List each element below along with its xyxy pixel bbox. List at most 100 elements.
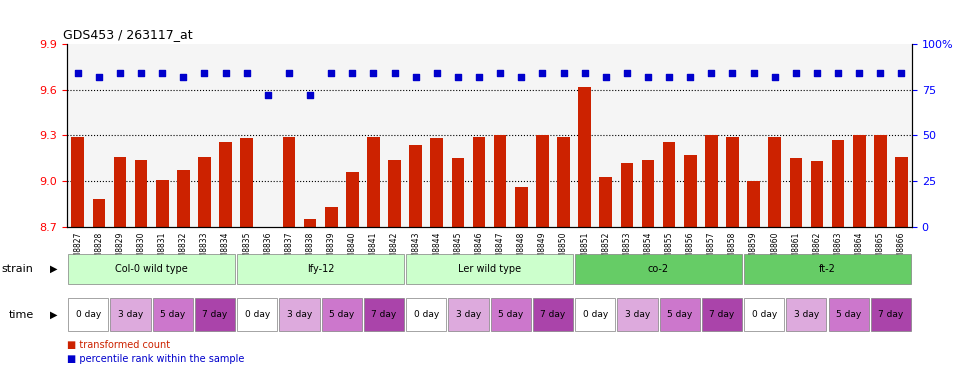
Bar xyxy=(430,138,444,227)
Bar xyxy=(92,199,106,227)
Point xyxy=(176,74,191,80)
Bar xyxy=(219,142,232,227)
Bar xyxy=(515,187,528,227)
Bar xyxy=(156,180,169,227)
Point xyxy=(133,70,149,76)
FancyBboxPatch shape xyxy=(871,298,911,331)
Bar xyxy=(451,158,465,227)
Text: co-2: co-2 xyxy=(648,264,669,274)
Text: ▶: ▶ xyxy=(50,264,58,274)
Text: 5 day: 5 day xyxy=(498,310,523,319)
FancyBboxPatch shape xyxy=(744,298,784,331)
Bar xyxy=(282,137,296,227)
FancyBboxPatch shape xyxy=(575,254,742,284)
Text: 7 day: 7 day xyxy=(878,310,903,319)
Bar xyxy=(472,137,486,227)
Bar xyxy=(810,161,824,227)
Bar xyxy=(367,137,380,227)
FancyBboxPatch shape xyxy=(702,298,742,331)
Bar xyxy=(177,171,190,227)
Bar xyxy=(536,135,549,227)
Point xyxy=(281,70,297,76)
Bar xyxy=(662,142,676,227)
Bar xyxy=(578,87,591,227)
Bar xyxy=(71,137,84,227)
Point xyxy=(725,70,740,76)
FancyBboxPatch shape xyxy=(110,298,151,331)
Text: 0 day: 0 day xyxy=(583,310,608,319)
Bar xyxy=(324,207,338,227)
Text: time: time xyxy=(9,310,34,320)
Bar xyxy=(768,137,781,227)
Point xyxy=(429,70,444,76)
Point xyxy=(704,70,719,76)
Text: Col-0 wild type: Col-0 wild type xyxy=(115,264,188,274)
Point xyxy=(471,74,487,80)
Point xyxy=(788,70,804,76)
Bar xyxy=(557,137,570,227)
Bar xyxy=(346,172,359,227)
Point xyxy=(450,74,466,80)
Text: 0 day: 0 day xyxy=(414,310,439,319)
FancyBboxPatch shape xyxy=(533,298,573,331)
Text: 3 day: 3 day xyxy=(287,310,312,319)
Text: Ler wild type: Ler wild type xyxy=(458,264,521,274)
Point xyxy=(619,70,635,76)
Bar xyxy=(599,177,612,227)
FancyBboxPatch shape xyxy=(448,298,489,331)
Text: 7 day: 7 day xyxy=(540,310,565,319)
Text: 5 day: 5 day xyxy=(160,310,185,319)
Bar xyxy=(852,135,866,227)
Bar xyxy=(134,160,148,227)
Bar xyxy=(895,157,908,227)
FancyBboxPatch shape xyxy=(406,254,573,284)
Point xyxy=(598,74,613,80)
Bar xyxy=(240,138,253,227)
Text: 3 day: 3 day xyxy=(118,310,143,319)
Bar xyxy=(789,158,803,227)
Point xyxy=(746,70,761,76)
Text: 0 day: 0 day xyxy=(245,310,270,319)
Point xyxy=(387,70,402,76)
Point xyxy=(852,70,867,76)
Bar xyxy=(198,157,211,227)
Point xyxy=(556,70,571,76)
Text: 3 day: 3 day xyxy=(794,310,819,319)
Point xyxy=(218,70,233,76)
Bar xyxy=(303,219,317,227)
Bar xyxy=(684,155,697,227)
Point xyxy=(302,92,318,98)
Text: 5 day: 5 day xyxy=(667,310,692,319)
FancyBboxPatch shape xyxy=(828,298,869,331)
Bar xyxy=(831,140,845,227)
Point xyxy=(535,70,550,76)
FancyBboxPatch shape xyxy=(237,298,277,331)
Text: 3 day: 3 day xyxy=(625,310,650,319)
FancyBboxPatch shape xyxy=(195,298,235,331)
Text: lfy-12: lfy-12 xyxy=(307,264,334,274)
Point xyxy=(70,70,85,76)
Point xyxy=(830,70,846,76)
FancyBboxPatch shape xyxy=(153,298,193,331)
FancyBboxPatch shape xyxy=(786,298,827,331)
Text: 7 day: 7 day xyxy=(203,310,228,319)
Text: ■ transformed count: ■ transformed count xyxy=(67,340,170,350)
FancyBboxPatch shape xyxy=(279,298,320,331)
Text: ▶: ▶ xyxy=(50,310,58,320)
Bar xyxy=(874,135,887,227)
Bar xyxy=(261,227,275,230)
FancyBboxPatch shape xyxy=(617,298,658,331)
Point xyxy=(408,74,423,80)
Text: 0 day: 0 day xyxy=(76,310,101,319)
Point xyxy=(894,70,909,76)
Point xyxy=(809,70,825,76)
FancyBboxPatch shape xyxy=(744,254,911,284)
Point xyxy=(239,70,254,76)
Text: 0 day: 0 day xyxy=(752,310,777,319)
Bar xyxy=(409,145,422,227)
Point xyxy=(492,70,508,76)
Bar xyxy=(388,160,401,227)
Text: ■ percentile rank within the sample: ■ percentile rank within the sample xyxy=(67,354,245,364)
Bar xyxy=(620,163,634,227)
Point xyxy=(197,70,212,76)
